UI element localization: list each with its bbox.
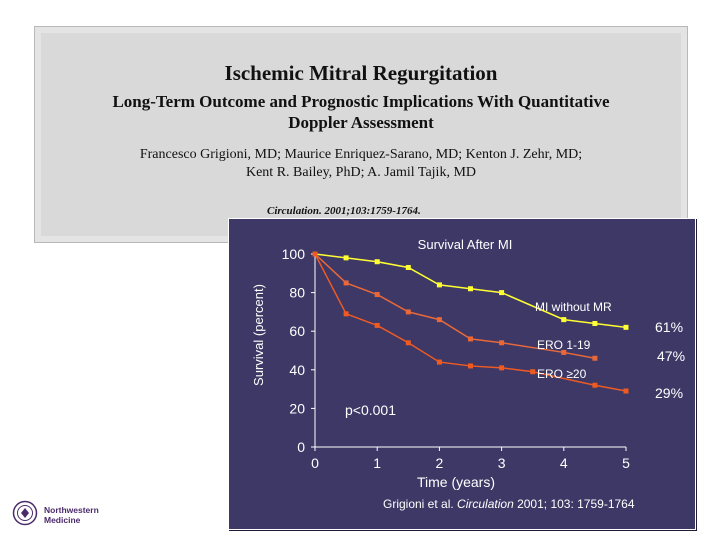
data-point xyxy=(468,336,473,342)
series-name-label: ERO ≥20 xyxy=(537,367,587,381)
paper-authors-line1: Francesco Grigioni, MD; Maurice Enriquez… xyxy=(139,147,583,162)
data-point xyxy=(468,286,473,292)
paper-subtitle-line2: Doppler Assessment xyxy=(288,113,434,132)
chart-title: Survival After MI xyxy=(418,237,513,252)
data-point xyxy=(436,317,442,323)
data-point xyxy=(343,311,349,317)
x-tick-label: 1 xyxy=(373,455,381,471)
logo-text: Northwestern Medicine xyxy=(44,505,99,525)
data-point xyxy=(468,363,473,369)
data-point xyxy=(374,322,380,328)
data-point xyxy=(623,324,629,330)
data-point xyxy=(312,251,318,257)
y-axis-label: Survival (percent) xyxy=(251,284,266,386)
data-point xyxy=(499,290,505,296)
y-tick-label: 100 xyxy=(282,246,306,262)
axes-layer: 0 20 40 60 80 100 0 1 2 3 4 5 xyxy=(282,246,630,471)
source-prefix: Grigioni et al. xyxy=(383,497,457,511)
data-point xyxy=(405,265,411,271)
y-tick-label: 80 xyxy=(289,285,305,301)
series-end-label: 61% xyxy=(655,319,683,335)
data-point xyxy=(530,369,536,375)
y-tick-label: 40 xyxy=(289,362,305,378)
x-tick-label: 2 xyxy=(436,455,444,471)
x-axis-label: Time (years) xyxy=(417,474,495,490)
data-point xyxy=(499,365,505,371)
data-point xyxy=(499,340,505,346)
series-layer: MI without MR 61% ERO 1-19 47% ERO ≥20 29% xyxy=(312,251,685,401)
series-name-label: MI without MR xyxy=(535,300,612,314)
paper-subtitle: Long-Term Outcome and Prognostic Implica… xyxy=(35,91,687,133)
survival-chart: Survival After MI Survival (percent) Tim… xyxy=(251,237,685,511)
y-tick-label: 20 xyxy=(289,400,305,416)
paper-title: Ischemic Mitral Regurgitation xyxy=(224,61,498,85)
series-end-label: 47% xyxy=(657,348,685,364)
series-end-label: 29% xyxy=(655,385,683,401)
chart-panel: Survival After MI Survival (percent) Tim… xyxy=(228,218,696,530)
p-value-annotation: p<0.001 xyxy=(345,402,396,418)
x-tick-label: 0 xyxy=(311,455,319,471)
x-tick-label: 4 xyxy=(560,455,568,471)
data-point xyxy=(374,259,380,265)
data-point xyxy=(436,282,442,288)
source-suffix: 2001; 103: 1759-1764 xyxy=(514,497,635,511)
source-journal: Circulation xyxy=(457,497,514,511)
x-tick-label: 3 xyxy=(498,455,506,471)
data-point xyxy=(592,382,598,388)
data-point xyxy=(405,340,411,346)
data-point xyxy=(374,292,380,298)
series-line-1 xyxy=(314,253,627,329)
data-point xyxy=(436,359,442,365)
y-tick-label: 0 xyxy=(297,439,305,455)
logo-line1: Northwestern xyxy=(44,505,99,515)
series-name-label: ERO 1-19 xyxy=(537,338,591,352)
series-line-3 xyxy=(314,253,627,392)
data-point xyxy=(623,388,629,394)
data-point xyxy=(343,280,349,286)
source-citation: Grigioni et al. Circulation 2001; 103: 1… xyxy=(383,497,635,511)
paper-authors: Francesco Grigioni, MD; Maurice Enriquez… xyxy=(35,146,687,182)
data-point xyxy=(561,317,567,323)
seal-icon xyxy=(12,500,38,526)
x-tick-label: 5 xyxy=(622,455,630,471)
data-point xyxy=(405,309,411,315)
data-point xyxy=(343,255,349,261)
data-point xyxy=(592,320,598,326)
logo-line2: Medicine xyxy=(44,515,81,525)
paper-subtitle-line1: Long-Term Outcome and Prognostic Implica… xyxy=(112,92,610,111)
paper-citation: Circulation. 2001;103:1759-1764. xyxy=(267,205,421,217)
northwestern-medicine-logo: Northwestern Medicine xyxy=(12,500,132,532)
paper-authors-line2: Kent R. Bailey, PhD; A. Jamil Tajik, MD xyxy=(245,165,476,180)
paper-header-card: Ischemic Mitral Regurgitation Long-Term … xyxy=(34,26,688,243)
data-point xyxy=(592,355,598,361)
data-point xyxy=(561,349,567,355)
y-tick-label: 60 xyxy=(289,323,305,339)
